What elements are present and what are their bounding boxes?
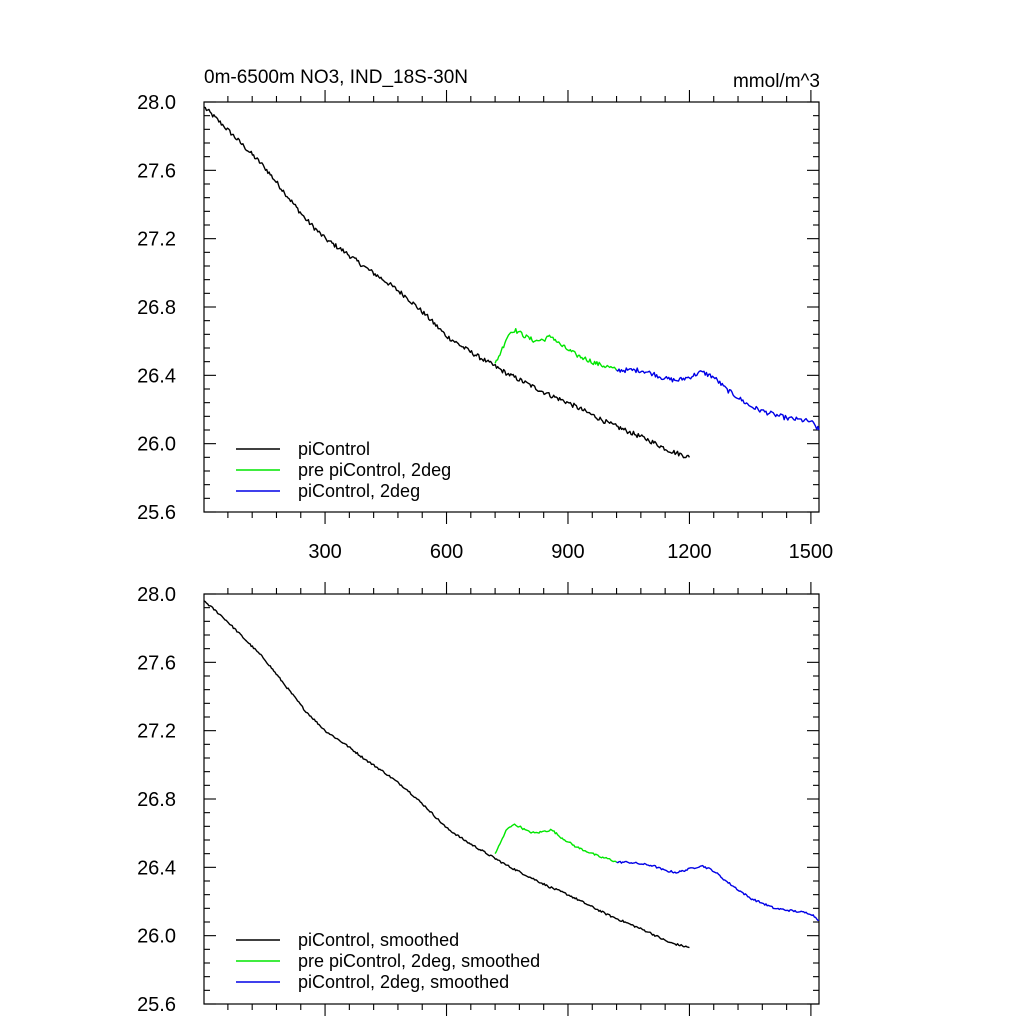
x-tick-label: 300 — [308, 541, 341, 563]
y-tick-label: 27.2 — [137, 229, 176, 251]
legend-label: piControl — [298, 439, 370, 459]
series-line-piControl-2deg — [616, 860, 819, 921]
y-tick-label: 28.0 — [137, 92, 176, 114]
y-tick-label: 27.6 — [137, 160, 176, 182]
y-tick-label: 27.2 — [137, 721, 176, 743]
chart-title: 0m-6500m NO3, IND_18S-30N — [204, 67, 468, 88]
top-plot-frame — [203, 101, 820, 513]
y-tick-label: 26.0 — [137, 434, 176, 456]
y-tick-label: 26.8 — [137, 297, 176, 319]
bottom-panel: 25.6 26.0 26.4 26.8 27.2 27.6 28.0 piControl, … — [137, 582, 820, 1016]
y-tick-label: 28.0 — [137, 584, 176, 606]
units-label: mmol/m^3 — [733, 71, 820, 92]
series-line-piControl-2deg — [616, 367, 820, 431]
series-line-piControl — [203, 600, 690, 949]
y-tick-label: 27.6 — [137, 652, 176, 674]
x-tick-label: 1500 — [789, 541, 834, 563]
legend-label: piControl, 2deg, smoothed — [298, 972, 509, 992]
top-panel: 25.6 26.0 26.4 26.8 27.2 27.6 28.0 300 600 900 120… — [137, 90, 833, 563]
y-tick-label: 26.4 — [137, 857, 176, 879]
y-tick-label: 25.6 — [137, 502, 176, 524]
y-tick-label: 26.8 — [137, 789, 176, 811]
legend-label: pre piControl, 2deg — [298, 460, 451, 480]
legend-label: piControl, 2deg — [298, 481, 420, 501]
x-tick-label: 900 — [551, 541, 584, 563]
y-tick-label: 26.4 — [137, 365, 176, 387]
x-tick-label: 600 — [430, 541, 463, 563]
legend-label: pre piControl, 2deg, smoothed — [298, 951, 540, 971]
series-line-piControl — [203, 106, 691, 459]
legend-label: piControl, smoothed — [298, 930, 459, 950]
x-tick-label: 1200 — [667, 541, 712, 563]
bottom-plot-frame — [203, 593, 820, 1005]
series-line-pre-piControl-2deg — [494, 327, 618, 371]
y-tick-label: 25.6 — [137, 994, 176, 1016]
y-tick-label: 26.0 — [137, 926, 176, 948]
series-line-pre-piControl-2deg — [494, 823, 618, 863]
